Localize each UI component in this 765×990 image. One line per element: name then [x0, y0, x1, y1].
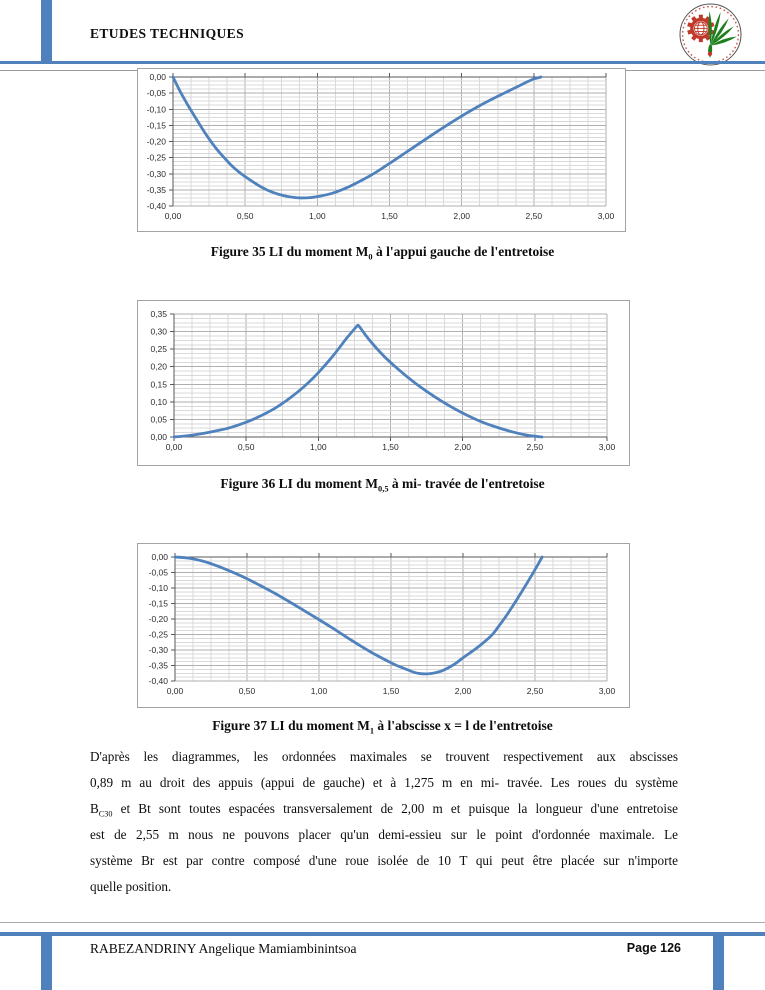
paragraph-line: système Br est par contre composé d'une … [90, 852, 678, 868]
svg-text:3,00: 3,00 [599, 442, 616, 452]
svg-text:0,35: 0,35 [150, 309, 167, 319]
svg-text:0,50: 0,50 [238, 442, 255, 452]
svg-text:-0,30: -0,30 [149, 645, 169, 655]
svg-text:2,50: 2,50 [527, 686, 544, 696]
footer-author: RABEZANDRINY Angelique Mamiambinintsoa [90, 941, 357, 956]
figure-35-chart: 0,00 -0,05 -0,10 -0,15 -0,20 -0,25 -0,30 -0,35 -… [137, 68, 626, 232]
svg-text:-0,35: -0,35 [147, 185, 167, 195]
svg-text:0,15: 0,15 [150, 379, 167, 389]
influence-line-curve [172, 323, 544, 439]
svg-text:-0,15: -0,15 [149, 599, 169, 609]
influence-line-curve [171, 75, 543, 200]
svg-text:0,00: 0,00 [149, 72, 166, 82]
top-accent-bar [41, 0, 52, 62]
svg-text:-0,40: -0,40 [149, 676, 169, 686]
footer-page-number: Page 126 [626, 941, 681, 955]
svg-text:-0,35: -0,35 [149, 661, 169, 671]
svg-text:1,00: 1,00 [311, 686, 328, 696]
figure-36-chart-svg: 0,35 0,30 0,25 0,20 0,15 0,10 0,05 0,000,00 0,50… [150, 309, 616, 452]
palm-leaves-icon [708, 11, 737, 46]
svg-text:2,00: 2,00 [455, 686, 472, 696]
footer-divider-gray [0, 922, 765, 923]
paragraph-line: BC30 et Bt sont toutes espacées transver… [90, 800, 678, 819]
paragraph-line: quelle position. [90, 878, 172, 894]
header-divider-blue [0, 61, 765, 64]
svg-text:-0,10: -0,10 [149, 583, 169, 593]
globe-icon [693, 21, 708, 36]
svg-text:-0,25: -0,25 [147, 153, 167, 163]
svg-text:-0,25: -0,25 [149, 630, 169, 640]
svg-text:0,50: 0,50 [239, 686, 256, 696]
figure-37-caption: Figure 37 LI du moment M1 à l'abscisse x… [212, 718, 553, 736]
paragraph-line: 0,89 m au droit des appuis (appui de gau… [90, 774, 678, 790]
svg-text:2,50: 2,50 [526, 211, 543, 221]
svg-text:-0,20: -0,20 [149, 614, 169, 624]
svg-text:-0,10: -0,10 [147, 104, 167, 114]
svg-text:1,00: 1,00 [309, 211, 326, 221]
bottom-right-accent-bar [713, 935, 724, 990]
svg-text:2,00: 2,00 [454, 442, 471, 452]
svg-text:-0,05: -0,05 [149, 568, 169, 578]
header-title: ETUDES TECHNIQUES [90, 26, 244, 41]
svg-text:-0,15: -0,15 [147, 120, 167, 130]
svg-text:-0,20: -0,20 [147, 137, 167, 147]
figure-35-chart-svg: 0,00 -0,05 -0,10 -0,15 -0,20 -0,25 -0,30 -0,35 -… [147, 72, 615, 221]
svg-text:1,00: 1,00 [310, 442, 327, 452]
svg-text:0,05: 0,05 [150, 414, 167, 424]
paragraph-line: est de 2,55 m nous ne pouvons placer qu'… [90, 826, 678, 842]
svg-text:1,50: 1,50 [382, 442, 399, 452]
svg-text:-0,40: -0,40 [147, 201, 167, 211]
svg-text:1,50: 1,50 [381, 211, 398, 221]
figure-37-chart: 0,00 -0,05 -0,10 -0,15 -0,20 -0,25 -0,30 -0,35 -… [137, 543, 630, 708]
svg-text:3,00: 3,00 [599, 686, 616, 696]
figure-35-caption: Figure 35 LI du moment M0 à l'appui gauc… [210, 244, 555, 262]
svg-text:0,30: 0,30 [150, 327, 167, 337]
svg-text:0,20: 0,20 [150, 362, 167, 372]
svg-text:2,50: 2,50 [527, 442, 544, 452]
svg-text:0,00: 0,00 [166, 442, 183, 452]
figure-36-caption: Figure 36 LI du moment M0,5 à mi- travée… [220, 476, 545, 494]
svg-text:0,00: 0,00 [151, 552, 168, 562]
logo-dot [707, 51, 713, 56]
footer-divider-blue [0, 932, 765, 936]
svg-text:0,00: 0,00 [167, 686, 184, 696]
svg-text:-0,30: -0,30 [147, 169, 167, 179]
svg-text:0,00: 0,00 [165, 211, 182, 221]
bottom-left-accent-bar [41, 935, 52, 990]
svg-text:0,00: 0,00 [150, 432, 167, 442]
svg-text:3,00: 3,00 [598, 211, 615, 221]
influence-line-curve [173, 555, 544, 676]
svg-text:0,25: 0,25 [150, 344, 167, 354]
svg-text:0,10: 0,10 [150, 397, 167, 407]
svg-text:0,50: 0,50 [237, 211, 254, 221]
figure-37-chart-svg: 0,00 -0,05 -0,10 -0,15 -0,20 -0,25 -0,30 -0,35 -… [149, 552, 616, 696]
svg-text:2,00: 2,00 [453, 211, 470, 221]
paragraph-line: D'après les diagrammes, les ordonnées ma… [90, 749, 678, 764]
svg-text:1,50: 1,50 [383, 686, 400, 696]
body-paragraph: D'après les diagrammes, les ordonnées ma… [90, 744, 678, 899]
school-logo-icon [679, 3, 742, 66]
svg-text:-0,05: -0,05 [147, 88, 167, 98]
figure-36-chart: 0,35 0,30 0,25 0,20 0,15 0,10 0,05 0,00 0,00 0,50… [137, 300, 630, 466]
